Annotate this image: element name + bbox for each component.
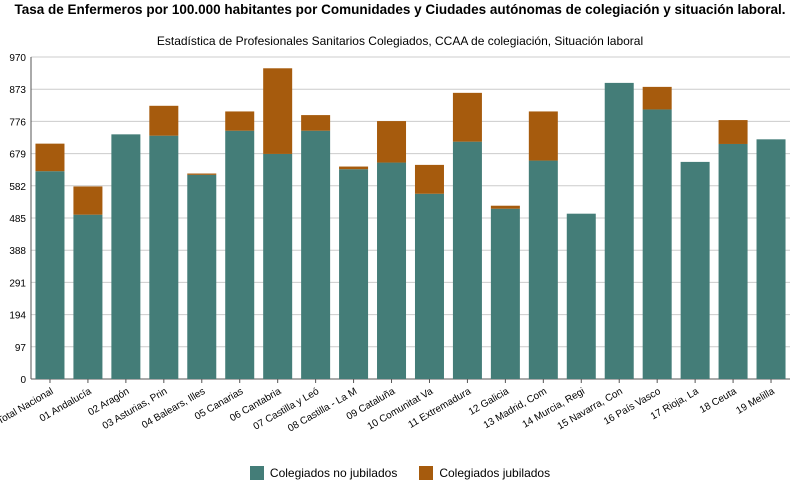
bar-jubilados (225, 111, 255, 131)
legend-label-jubilados: Colegiados jubilados (439, 466, 551, 480)
bar-no-jubilados (301, 130, 331, 379)
legend-label-no-jubilados: Colegiados no jubilados (269, 466, 398, 480)
bar-no-jubilados (680, 161, 710, 379)
bar-no-jubilados (35, 171, 65, 379)
bar-no-jubilados (756, 139, 786, 379)
chart-title: Tasa de Enfermeros por 100.000 habitante… (14, 2, 786, 17)
bar-no-jubilados (263, 153, 293, 379)
y-tick-label: 970 (9, 53, 26, 64)
bar-jubilados (301, 115, 331, 131)
bar-no-jubilados (73, 214, 103, 379)
x-tick-label: 15 Navarra, Con (556, 386, 625, 432)
bar-no-jubilados (718, 143, 748, 379)
bar-jubilados (414, 164, 444, 194)
y-tick-label: 97 (15, 343, 27, 354)
bar-jubilados (528, 111, 558, 161)
legend-swatch-jubilados (419, 466, 434, 480)
y-tick-label: 291 (9, 278, 26, 289)
legend-item-jubilados[interactable]: Colegiados jubilados (419, 466, 550, 480)
bar-jubilados (149, 105, 179, 136)
y-tick-label: 388 (9, 246, 26, 257)
bar-no-jubilados (642, 109, 672, 379)
y-tick-label: 0 (20, 375, 26, 386)
bar-no-jubilados (187, 174, 217, 379)
x-tick-label: 19 Melilla (734, 386, 776, 417)
bar-no-jubilados (452, 141, 482, 379)
x-tick-label: 03 Asturias, Prin (101, 386, 170, 432)
bar-no-jubilados (149, 135, 179, 379)
bar-jubilados (73, 186, 103, 215)
legend-swatch-no-jubilados (249, 466, 264, 480)
y-tick-label: 194 (9, 311, 26, 322)
bar-jubilados (490, 205, 520, 209)
legend: Colegiados no jubilados Colegiados jubil… (0, 466, 800, 480)
y-tick-label: 776 (9, 117, 26, 128)
bar-no-jubilados (604, 82, 634, 379)
bar-jubilados (187, 173, 217, 175)
legend-item-no-jubilados[interactable]: Colegiados no jubilados (249, 466, 398, 480)
x-tick-label: 18 Ceuta (698, 386, 739, 416)
bar-jubilados (35, 143, 65, 172)
x-tick-label: 10 Comunitat Va (366, 386, 436, 433)
bar-jubilados (339, 166, 369, 170)
y-tick-label: 873 (9, 85, 26, 96)
y-tick-label: 485 (9, 214, 26, 225)
bar-no-jubilados (490, 208, 520, 379)
bar-no-jubilados (339, 169, 369, 379)
bar-jubilados (377, 121, 407, 163)
bar-no-jubilados (414, 193, 444, 379)
bar-no-jubilados (111, 134, 141, 379)
y-tick-label: 679 (9, 150, 26, 161)
chart-subtitle: Estadística de Profesionales Sanitarios … (156, 34, 644, 48)
bar-no-jubilados (377, 162, 407, 379)
bar-no-jubilados (566, 213, 596, 379)
bar-no-jubilados (225, 130, 255, 379)
bar-no-jubilados (528, 160, 558, 379)
bar-jubilados (642, 86, 672, 110)
bar-jubilados (263, 68, 293, 154)
y-tick-label: 582 (9, 182, 26, 193)
bar-jubilados (718, 120, 748, 144)
bar-jubilados (452, 92, 482, 142)
